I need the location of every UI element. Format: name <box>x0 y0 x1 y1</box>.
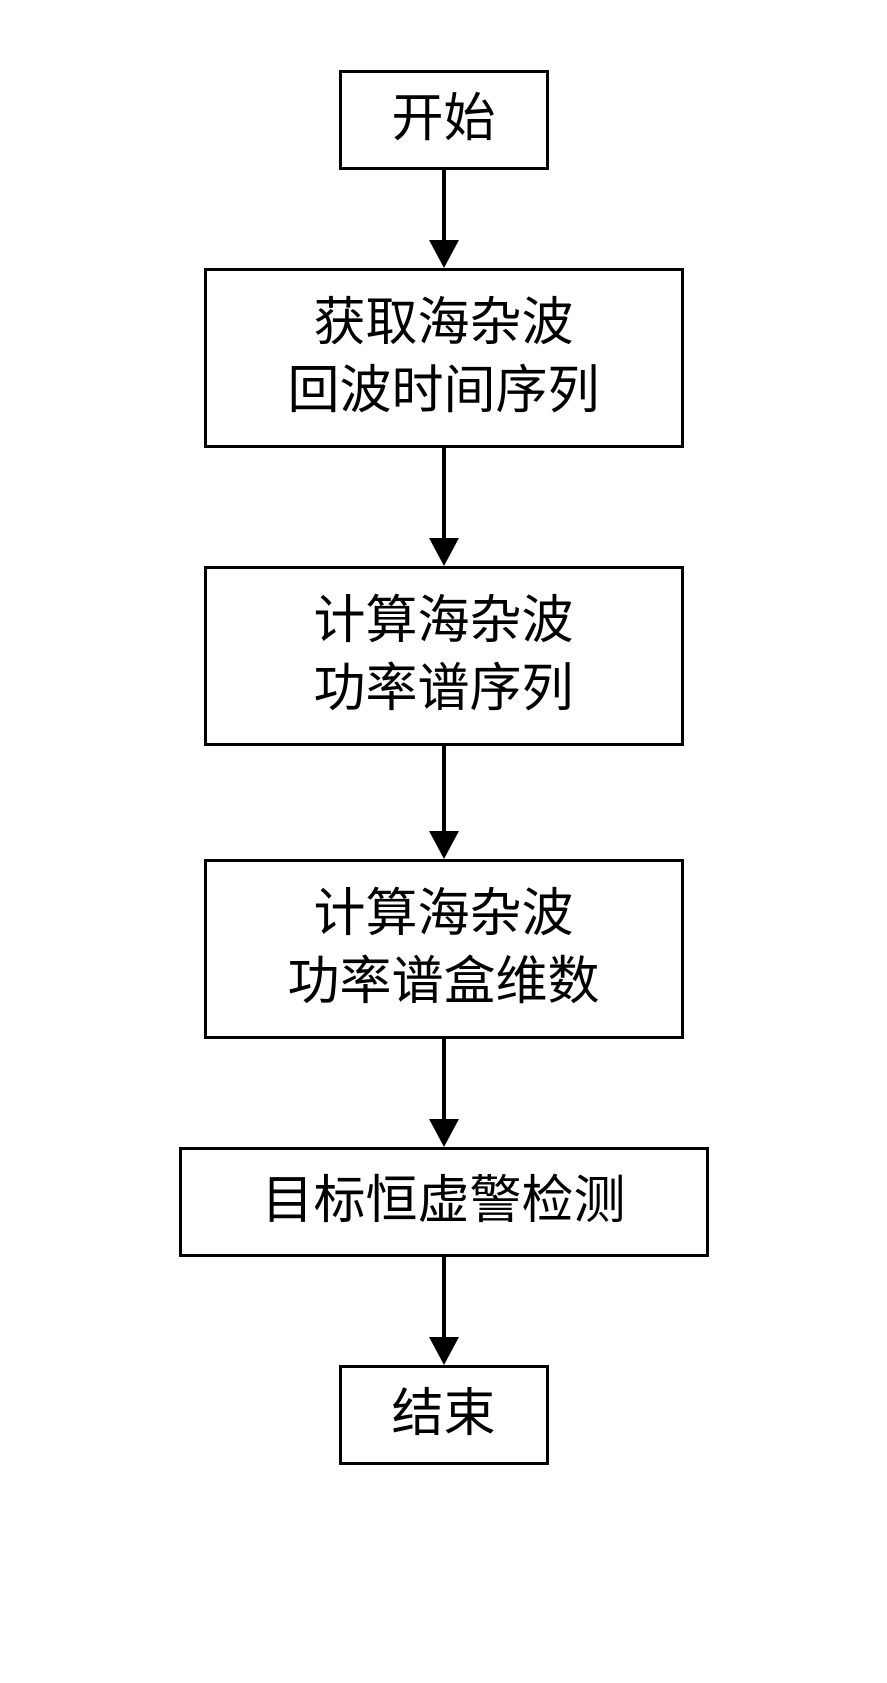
arrow-line <box>442 448 446 538</box>
node-step1-line2: 回波时间序列 <box>287 358 599 426</box>
arrow-line <box>442 1039 446 1119</box>
node-start: 开始 <box>339 70 549 170</box>
arrow-line <box>442 746 446 831</box>
node-step2-line1: 计算海杂波 <box>313 588 573 656</box>
flowchart-container: 开始 获取海杂波 回波时间序列 计算海杂波 功率谱序列 计算海杂波 功率谱盒维数… <box>179 70 709 1465</box>
node-step2-line2: 功率谱序列 <box>313 656 573 724</box>
node-step3: 计算海杂波 功率谱盒维数 <box>204 859 684 1039</box>
node-step1-line1: 获取海杂波 <box>313 290 573 358</box>
node-step4: 目标恒虚警检测 <box>179 1147 709 1257</box>
arrow-3 <box>429 746 459 859</box>
arrow-line <box>442 170 446 240</box>
arrow-head-icon <box>429 538 459 566</box>
arrow-head-icon <box>429 1119 459 1147</box>
arrow-head-icon <box>429 831 459 859</box>
node-step1: 获取海杂波 回波时间序列 <box>204 268 684 448</box>
arrow-head-icon <box>429 1337 459 1365</box>
node-end: 结束 <box>339 1365 549 1465</box>
node-end-label: 结束 <box>391 1381 495 1449</box>
arrow-5 <box>429 1257 459 1365</box>
node-step3-line1: 计算海杂波 <box>313 881 573 949</box>
arrow-2 <box>429 448 459 566</box>
arrow-line <box>442 1257 446 1337</box>
arrow-4 <box>429 1039 459 1147</box>
arrow-1 <box>429 170 459 268</box>
arrow-head-icon <box>429 240 459 268</box>
node-step3-line2: 功率谱盒维数 <box>287 949 599 1017</box>
node-step2: 计算海杂波 功率谱序列 <box>204 566 684 746</box>
node-step4-label: 目标恒虚警检测 <box>261 1168 625 1236</box>
node-start-label: 开始 <box>391 86 495 154</box>
